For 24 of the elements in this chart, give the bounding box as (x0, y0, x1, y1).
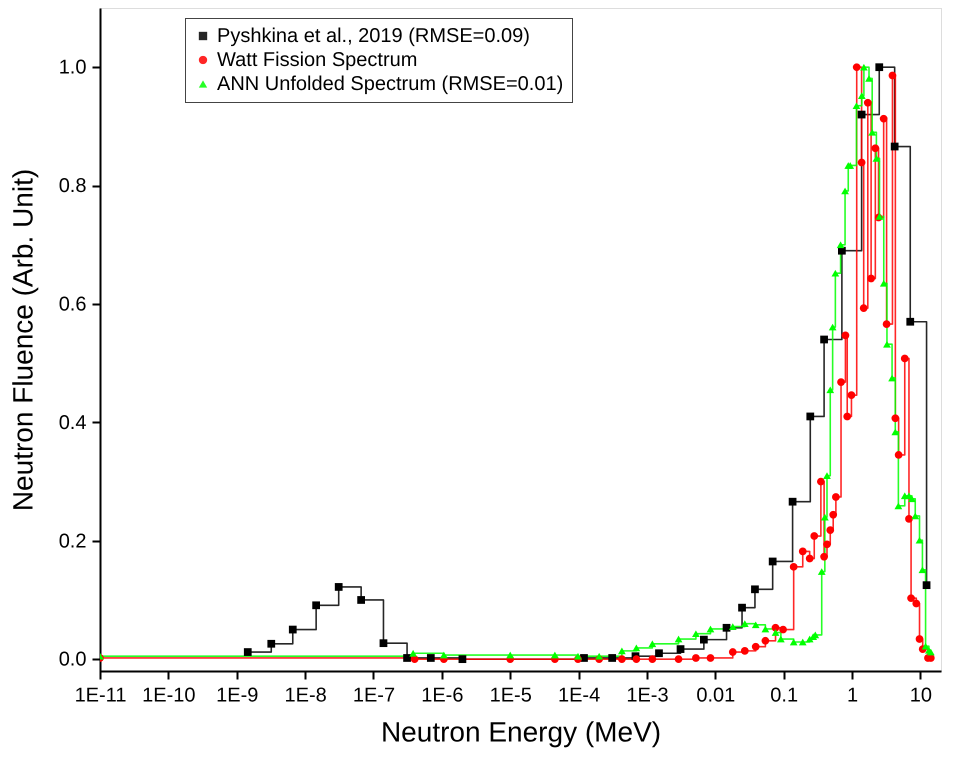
y-axis-title: Neutron Fluence (Arb. Unit) (8, 168, 39, 512)
legend-label: ANN Unfolded Spectrum (RMSE=0.01) (217, 73, 564, 95)
x-tick-label: 1 (846, 684, 858, 706)
x-tick-label: 1E-10 (142, 684, 196, 706)
y-tick-label: 0.4 (58, 412, 86, 434)
x-tick-label: 1E-4 (558, 684, 600, 706)
x-tick-label: 0.01 (696, 684, 736, 706)
y-tick-label: 0.2 (58, 530, 86, 552)
y-tick-label: 0.8 (58, 175, 86, 198)
x-tick-label: 10 (910, 684, 932, 706)
x-tick-label: 1E-6 (421, 684, 464, 706)
x-tick-label: 1E-5 (490, 684, 532, 706)
y-tick-label: 0.0 (58, 648, 86, 671)
x-tick-label: 0.1 (770, 684, 798, 706)
x-tick-label: 1E-11 (74, 684, 126, 706)
x-tick-label: 1E-9 (216, 684, 258, 706)
y-tick-label: 0.6 (58, 293, 86, 316)
legend-label: Watt Fission Spectrum (217, 49, 418, 71)
y-tick-label: 1.0 (58, 56, 86, 79)
x-tick-label: 1E-7 (352, 684, 396, 706)
legend-label: Pyshkina et al., 2019 (RMSE=0.09) (217, 25, 530, 47)
x-tick-label: 1E-3 (626, 684, 669, 706)
x-axis-title: Neutron Energy (MeV) (380, 716, 662, 748)
x-tick-label: 1E-8 (284, 684, 327, 706)
